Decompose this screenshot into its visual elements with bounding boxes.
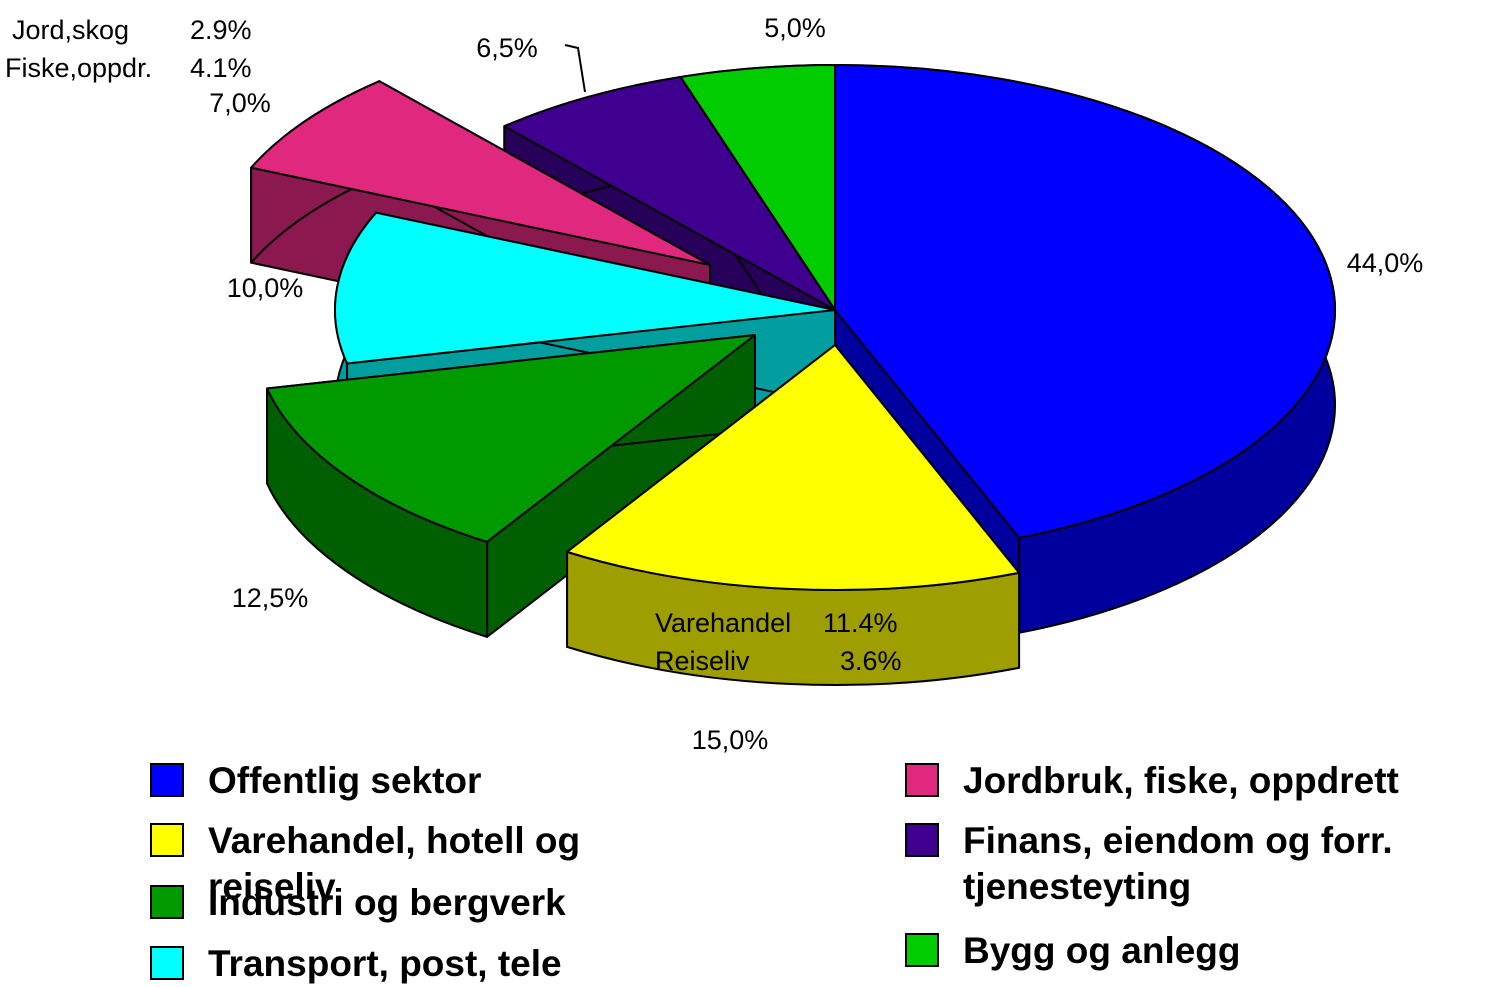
annotation-value: 2.9% <box>190 15 252 45</box>
data-label: 5,0% <box>764 13 826 43</box>
legend-item: Offentlig sektor <box>150 758 690 804</box>
legend-swatch <box>905 823 939 857</box>
legend-label: Finans, eiendom og forr. tjenesteyting <box>963 820 1393 907</box>
legend-label: Jordbruk, fiske, oppdrett <box>963 760 1399 801</box>
legend-swatch <box>150 823 184 857</box>
annotation-label: Varehandel <box>655 608 791 638</box>
data-label: 12,5% <box>232 583 309 613</box>
data-label: 15,0% <box>692 725 769 755</box>
slice <box>266 334 756 638</box>
legend-label: Industri og bergverk <box>208 882 566 923</box>
legend-label: Offentlig sektor <box>208 760 482 801</box>
slice-top <box>334 211 836 365</box>
legend-item: Bygg og anlegg <box>905 928 1445 974</box>
data-label: 10,0% <box>227 273 304 303</box>
slice <box>566 344 1021 686</box>
slice-top <box>834 64 1336 539</box>
annotation-value: 11.4% <box>823 608 898 638</box>
data-label: 6,5% <box>476 33 538 63</box>
slice-top <box>566 344 1021 591</box>
slice-top <box>250 80 711 266</box>
annotation-label: Jord,skog <box>12 15 129 45</box>
legend-label: Varehandel, hotell og reiseliv <box>208 820 581 907</box>
annotation-label: Reiseliv <box>655 646 750 676</box>
data-label: 44,0% <box>1347 248 1424 278</box>
legend-label: Transport, post, tele <box>208 943 562 984</box>
annotation-value: 4.1% <box>190 53 252 83</box>
legend-swatch <box>150 763 184 797</box>
data-label: 7,0% <box>209 88 271 118</box>
legend-item: Finans, eiendom og forr. tjenesteyting <box>905 818 1445 910</box>
legend-item: Varehandel, hotell og reiseliv <box>150 818 690 910</box>
annotation-label: Fiske,oppdr. <box>5 53 152 83</box>
legend-swatch <box>150 885 184 919</box>
leader-line <box>564 44 586 93</box>
annotation-value: 3.6% <box>840 646 902 676</box>
legend-item: Transport, post, tele <box>150 941 690 987</box>
slice-top <box>266 334 756 543</box>
legend-swatch <box>905 933 939 967</box>
legend-item: Industri og bergverk <box>150 880 690 926</box>
slice-top <box>503 75 836 311</box>
slice-top <box>679 64 836 311</box>
legend-swatch <box>905 763 939 797</box>
legend-item: Jordbruk, fiske, oppdrett <box>905 758 1445 804</box>
legend-label: Bygg og anlegg <box>963 930 1241 971</box>
legend-swatch <box>150 946 184 980</box>
